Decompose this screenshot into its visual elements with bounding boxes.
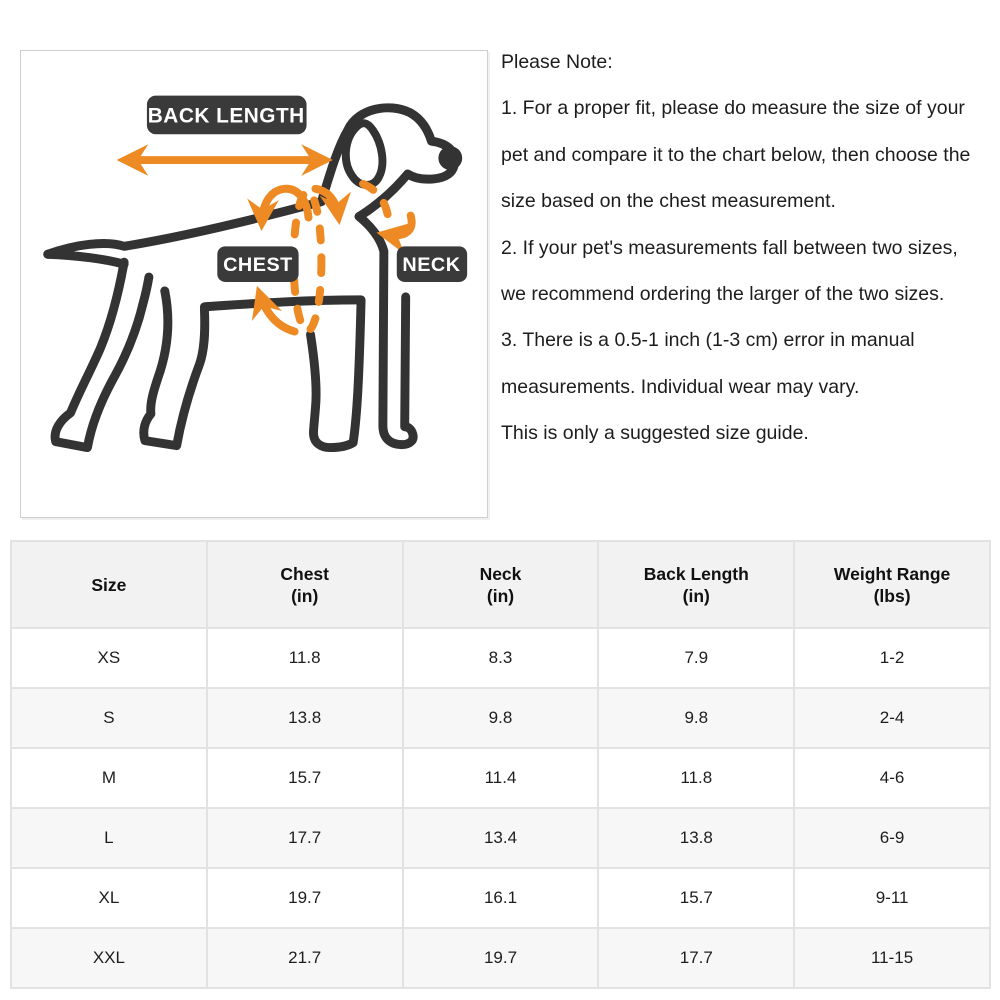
dog-nose	[438, 146, 463, 170]
cell-weight: 1-2	[793, 627, 991, 689]
cell-back-length: 9.8	[597, 687, 796, 749]
cell-neck: 9.8	[401, 687, 600, 749]
dog-measurement-diagram: BACK LENGTH CHEST NECK	[20, 50, 488, 518]
chest-arrow-bottom	[251, 285, 299, 336]
cell-back-length: 7.9	[597, 627, 796, 689]
note-line: measurements. Individual wear may vary.	[501, 375, 860, 398]
cell-weight: 11-15	[793, 927, 991, 989]
col-header-weight-range: Weight Range (lbs)	[793, 540, 991, 629]
col-header-back-length: Back Length (in)	[597, 540, 796, 629]
back-length-label: BACK LENGTH	[148, 104, 305, 127]
cell-chest: 17.7	[205, 807, 404, 869]
cell-neck: 11.4	[401, 747, 600, 809]
table-row-xs: XS 11.8 8.3 7.9 1-2	[10, 627, 991, 689]
cell-chest: 19.7	[205, 867, 404, 929]
diagram-labels: BACK LENGTH CHEST NECK	[146, 95, 468, 283]
cell-size: XXL	[10, 927, 208, 989]
cell-neck: 8.3	[401, 627, 600, 689]
dog-diagram-svg: BACK LENGTH CHEST NECK	[43, 95, 468, 453]
cell-weight: 4-6	[793, 747, 991, 809]
neck-girth-dashed	[359, 179, 393, 235]
cell-weight: 9-11	[793, 867, 991, 929]
cell-neck: 13.4	[401, 807, 600, 869]
chest-label: CHEST	[223, 254, 293, 276]
notes-block: Please Note: 1. For a proper fit, please…	[501, 39, 999, 457]
chest-arrow-right	[311, 184, 352, 226]
col-header-size: Size	[10, 540, 208, 629]
neck-label-bg	[396, 246, 468, 283]
size-chart-table: Size Chest (in) Neck (in) Back Length (in) …	[10, 540, 991, 989]
cell-size: XS	[10, 627, 208, 689]
header-row: Size Chest (in) Neck (in) Back Length (in) …	[10, 540, 991, 629]
cell-chest: 15.7	[205, 747, 404, 809]
back-length-label-bg	[146, 95, 307, 135]
notes-title: Please Note:	[501, 51, 613, 73]
note-line: 3. There is a 0.5-1 inch (1-3 cm) error …	[501, 329, 915, 352]
table-row-m: M 15.7 11.4 11.8 4-6	[10, 747, 991, 809]
note-line: size based on the chest measurement.	[501, 190, 836, 213]
cell-chest: 21.7	[205, 927, 404, 989]
neck-label: NECK	[402, 254, 460, 276]
cell-size: M	[10, 747, 208, 809]
cell-size: L	[10, 807, 208, 869]
table-row-l: L 17.7 13.4 13.8 6-9	[10, 807, 991, 869]
cell-back-length: 17.7	[597, 927, 796, 989]
cell-weight: 2-4	[793, 687, 991, 749]
cell-neck: 16.1	[401, 867, 600, 929]
chest-arrow-left	[247, 184, 313, 232]
cell-back-length: 11.8	[597, 747, 796, 809]
note-line: 2. If your pet's measurements fall betwe…	[501, 236, 958, 259]
measurement-arrows	[116, 144, 416, 336]
neck-arrow	[376, 211, 416, 255]
note-line: 1. For a proper fit, please do measure t…	[501, 97, 965, 120]
chest-label-bg	[217, 246, 299, 283]
note-line: This is only a suggested size guide.	[501, 422, 809, 445]
cell-back-length: 13.8	[597, 807, 796, 869]
cell-chest: 13.8	[205, 687, 404, 749]
table-row-xl: XL 19.7 16.1 15.7 9-11	[10, 867, 991, 929]
cell-weight: 6-9	[793, 807, 991, 869]
cell-size: XL	[10, 867, 208, 929]
note-line: we recommend ordering the larger of the …	[501, 282, 945, 305]
cell-neck: 19.7	[401, 927, 600, 989]
cell-chest: 11.8	[205, 627, 404, 689]
note-line: pet and compare it to the chart below, t…	[501, 143, 971, 166]
cell-size: S	[10, 687, 208, 749]
dog-ear	[341, 119, 387, 189]
table-row-s: S 13.8 9.8 9.8 2-4	[10, 687, 991, 749]
col-header-neck: Neck (in)	[401, 540, 600, 629]
cell-back-length: 15.7	[597, 867, 796, 929]
col-header-chest: Chest (in)	[205, 540, 404, 629]
table-row-xxl: XXL 21.7 19.7 17.7 11-15	[10, 927, 991, 989]
